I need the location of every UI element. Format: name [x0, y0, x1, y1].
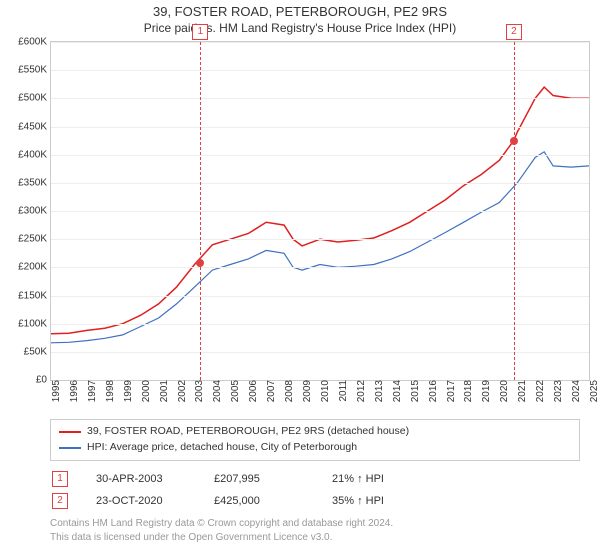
- x-axis-label: 2017: [442, 380, 457, 402]
- x-axis-label: 1996: [65, 380, 80, 402]
- x-axis-label: 2001: [155, 380, 170, 402]
- price-amount: £207,995: [214, 473, 304, 485]
- legend-swatch: [59, 447, 81, 449]
- y-axis-label: £150K: [18, 290, 51, 301]
- price-rows: 1 30-APR-2003 £207,995 21% ↑ HPI 2 23-OCT-202…: [50, 471, 580, 509]
- x-axis-label: 1999: [119, 380, 134, 402]
- price-amount: £425,000: [214, 495, 304, 507]
- footer: Contains HM Land Registry data © Crown c…: [50, 517, 580, 545]
- price-pct: 21% ↑ HPI: [332, 473, 422, 485]
- x-axis-label: 1998: [101, 380, 116, 402]
- y-axis-label: £50K: [24, 346, 51, 357]
- marker-box: 2: [506, 24, 522, 40]
- x-axis-label: 2012: [352, 380, 367, 402]
- x-axis-label: 2015: [406, 380, 421, 402]
- x-axis-label: 2014: [388, 380, 403, 402]
- x-axis-label: 2005: [226, 380, 241, 402]
- y-axis-label: £300K: [18, 206, 51, 217]
- x-axis-label: 2025: [585, 380, 600, 402]
- legend-item: HPI: Average price, detached house, City…: [59, 440, 571, 456]
- x-axis-label: 2016: [424, 380, 439, 402]
- x-axis-label: 2000: [137, 380, 152, 402]
- series-line: [51, 152, 589, 343]
- x-axis-label: 2010: [316, 380, 331, 402]
- chart-title: 39, FOSTER ROAD, PETERBOROUGH, PE2 9RS: [0, 4, 600, 19]
- marker-box: 1: [192, 24, 208, 40]
- y-axis-label: £200K: [18, 262, 51, 273]
- y-axis-label: £450K: [18, 121, 51, 132]
- legend-item: 39, FOSTER ROAD, PETERBOROUGH, PE2 9RS (…: [59, 424, 571, 440]
- price-date: 30-APR-2003: [96, 473, 186, 485]
- footer-line-1: Contains HM Land Registry data © Crown c…: [50, 517, 580, 531]
- marker-vline: [514, 42, 515, 380]
- x-axis-label: 2008: [280, 380, 295, 402]
- y-axis-label: £400K: [18, 149, 51, 160]
- x-axis-label: 2020: [495, 380, 510, 402]
- marker-vline: [200, 42, 201, 380]
- price-marker-box: 2: [52, 493, 68, 509]
- x-axis-label: 1995: [47, 380, 62, 402]
- price-pct: 35% ↑ HPI: [332, 495, 422, 507]
- x-axis-label: 1997: [83, 380, 98, 402]
- legend-label: HPI: Average price, detached house, City…: [87, 440, 357, 456]
- price-marker-box: 1: [52, 471, 68, 487]
- price-row: 2 23-OCT-2020 £425,000 35% ↑ HPI: [50, 493, 580, 509]
- y-axis-label: £500K: [18, 93, 51, 104]
- footer-line-2: This data is licensed under the Open Gov…: [50, 531, 580, 545]
- x-axis-label: 2023: [549, 380, 564, 402]
- y-axis-label: £350K: [18, 177, 51, 188]
- price-row: 1 30-APR-2003 £207,995 21% ↑ HPI: [50, 471, 580, 487]
- legend-label: 39, FOSTER ROAD, PETERBOROUGH, PE2 9RS (…: [87, 424, 409, 440]
- x-axis-label: 2022: [531, 380, 546, 402]
- price-date: 23-OCT-2020: [96, 495, 186, 507]
- x-axis-label: 2007: [262, 380, 277, 402]
- x-axis-label: 2002: [173, 380, 188, 402]
- y-axis-label: £250K: [18, 234, 51, 245]
- legend-swatch: [59, 431, 81, 433]
- x-axis-label: 2009: [298, 380, 313, 402]
- marker-dot: [510, 137, 518, 145]
- x-axis-label: 2006: [244, 380, 259, 402]
- x-axis-label: 2011: [334, 380, 349, 402]
- x-axis-label: 2013: [370, 380, 385, 402]
- y-axis-label: £600K: [18, 37, 51, 48]
- x-axis-label: 2021: [513, 380, 528, 402]
- marker-dot: [196, 259, 204, 267]
- chart-plot-area: £0£50K£100K£150K£200K£250K£300K£350K£400…: [50, 41, 590, 381]
- x-axis-label: 2024: [567, 380, 582, 402]
- legend: 39, FOSTER ROAD, PETERBOROUGH, PE2 9RS (…: [50, 419, 580, 461]
- x-axis-label: 2019: [477, 380, 492, 402]
- x-axis-label: 2003: [190, 380, 205, 402]
- y-axis-label: £100K: [18, 318, 51, 329]
- y-axis-label: £550K: [18, 65, 51, 76]
- x-axis-label: 2018: [459, 380, 474, 402]
- x-axis-label: 2004: [208, 380, 223, 402]
